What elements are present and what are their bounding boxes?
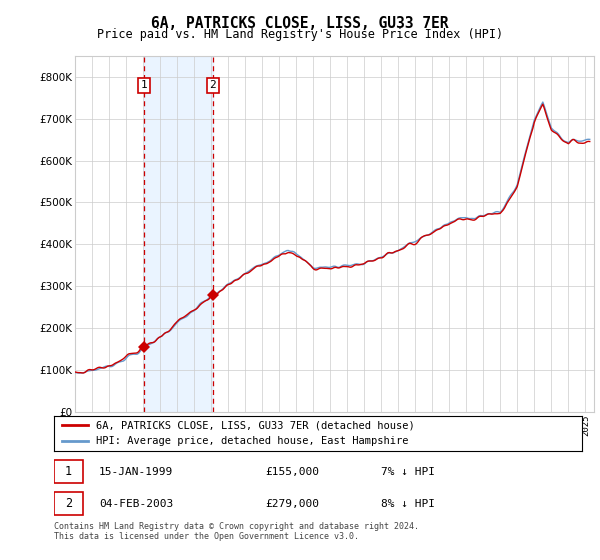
Text: 2: 2 bbox=[209, 80, 216, 90]
Text: 2: 2 bbox=[65, 497, 72, 510]
Text: £279,000: £279,000 bbox=[265, 499, 319, 509]
FancyBboxPatch shape bbox=[54, 460, 83, 483]
FancyBboxPatch shape bbox=[54, 492, 83, 515]
Text: 15-JAN-1999: 15-JAN-1999 bbox=[99, 466, 173, 477]
Text: 1: 1 bbox=[140, 80, 147, 90]
Text: 8% ↓ HPI: 8% ↓ HPI bbox=[382, 499, 436, 509]
Bar bbox=[144, 56, 212, 412]
Text: HPI: Average price, detached house, East Hampshire: HPI: Average price, detached house, East… bbox=[96, 436, 409, 446]
Text: 7% ↓ HPI: 7% ↓ HPI bbox=[382, 466, 436, 477]
Text: Contains HM Land Registry data © Crown copyright and database right 2024.
This d: Contains HM Land Registry data © Crown c… bbox=[54, 522, 419, 542]
Text: 1: 1 bbox=[65, 465, 72, 478]
Text: 6A, PATRICKS CLOSE, LISS, GU33 7ER: 6A, PATRICKS CLOSE, LISS, GU33 7ER bbox=[151, 16, 449, 31]
Text: £155,000: £155,000 bbox=[265, 466, 319, 477]
Text: 6A, PATRICKS CLOSE, LISS, GU33 7ER (detached house): 6A, PATRICKS CLOSE, LISS, GU33 7ER (deta… bbox=[96, 421, 415, 431]
Text: 04-FEB-2003: 04-FEB-2003 bbox=[99, 499, 173, 509]
Text: Price paid vs. HM Land Registry's House Price Index (HPI): Price paid vs. HM Land Registry's House … bbox=[97, 28, 503, 41]
